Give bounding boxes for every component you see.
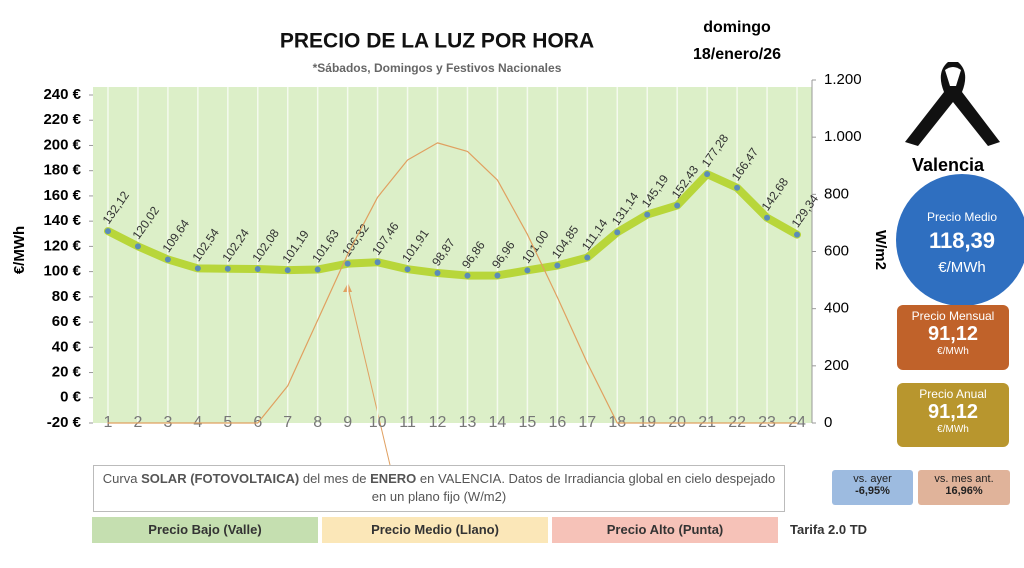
note-text: del mes de (299, 471, 371, 486)
avg-unit: €/MWh (938, 259, 986, 276)
note-text: en VALENCIA. Datos de Irradiancia global… (371, 471, 776, 504)
y2-tick-label: 200 (824, 357, 849, 374)
x-tick-label: 15 (518, 414, 536, 431)
x-tick-label: 7 (283, 414, 292, 431)
chart-subtitle: *Sábados, Domingos y Festivos Nacionales (313, 61, 562, 75)
x-tick-label: 14 (489, 414, 507, 431)
day: domingo (703, 19, 771, 36)
price-line (103, 170, 802, 280)
y2-axis-label: W/m2 (872, 230, 889, 270)
price-point (584, 254, 591, 261)
price-point (404, 266, 411, 273)
price-point (314, 266, 321, 273)
price-point (434, 270, 441, 277)
y-tick-label: 100 € (43, 263, 81, 280)
y-tick-label: 180 € (43, 162, 81, 179)
y-tick-label: 140 € (43, 212, 81, 229)
y-axis-label: €/MWh (11, 226, 28, 274)
legend-mid: Precio Medio (Llano) (322, 517, 548, 543)
price-point (554, 262, 561, 269)
plot-area (93, 87, 812, 423)
tariff: Tarifa 2.0 TD (790, 522, 868, 537)
y2-tick-label: 1.000 (824, 128, 862, 145)
note-bold: SOLAR (FOTOVOLTAICA) (141, 471, 300, 486)
avg-value: 118,39 (928, 228, 996, 253)
y2-tick-label: 0 (824, 414, 832, 431)
y-tick-label: 80 € (52, 288, 82, 305)
y-tick-label: -20 € (47, 414, 82, 431)
note-text: Curva (102, 471, 142, 486)
price-point (704, 171, 711, 178)
monthly-label: Precio Mensual (911, 309, 995, 323)
y-tick-label: 40 € (52, 338, 82, 355)
vs-yesterday-value: -6,95% (855, 485, 890, 497)
y2-tick-label: 800 (824, 185, 849, 202)
vs-yesterday-box: vs. ayer -6,95% (832, 470, 913, 505)
price-point (464, 272, 471, 279)
city: Valencia (912, 155, 985, 175)
monthly-unit: €/MWh (937, 346, 969, 357)
price-point (254, 265, 261, 272)
chart-title: PRECIO DE LA LUZ POR HORA (280, 30, 594, 53)
price-point (764, 214, 771, 221)
vs-month-box: vs. mes ant. 16,96% (918, 470, 1010, 505)
vs-month-label: vs. mes ant. (934, 473, 994, 485)
annual-box: Precio Anual 91,12 €/MWh (897, 383, 1009, 447)
y-tick-label: 120 € (43, 237, 81, 254)
avg-label: Precio Medio (926, 210, 998, 224)
x-tick-label: 17 (578, 414, 596, 431)
x-tick-label: 8 (313, 414, 322, 431)
y-tick-label: 20 € (52, 364, 82, 381)
annual-value: 91,12 (927, 401, 979, 423)
price-point (224, 265, 231, 272)
price-point (734, 184, 741, 191)
solar-note: Curva SOLAR (FOTOVOLTAICA) del mes de EN… (93, 465, 785, 512)
price-point (524, 267, 531, 274)
price-point (794, 231, 801, 238)
price-point (614, 229, 621, 236)
y-tick-label: 60 € (52, 313, 82, 330)
price-point (674, 202, 681, 209)
x-tick-label: 13 (459, 414, 477, 431)
price-point (194, 265, 201, 272)
date: 18/enero/26 (693, 46, 781, 63)
annual-label: Precio Anual (919, 387, 987, 401)
monthly-value: 91,12 (927, 323, 979, 345)
y2-tick-label: 600 (824, 242, 849, 259)
x-tick-label: 11 (399, 414, 416, 431)
price-point (134, 243, 141, 250)
price-point (104, 228, 111, 235)
price-point (344, 260, 351, 267)
legend-low: Precio Bajo (Valle) (92, 517, 318, 543)
vs-month-value: 16,96% (945, 485, 983, 497)
x-tick-label: 12 (429, 414, 447, 431)
price-point (374, 259, 381, 266)
price-point (644, 211, 651, 218)
annual-unit: €/MWh (937, 424, 969, 435)
ribbon-icon (905, 62, 1000, 146)
y-tick-label: 220 € (43, 111, 81, 128)
y2-tick-label: 400 (824, 300, 849, 317)
y-tick-label: 0 € (60, 389, 82, 406)
vs-yesterday-label: vs. ayer (853, 473, 892, 485)
y-tick-label: 160 € (43, 187, 81, 204)
price-point (494, 272, 501, 279)
x-tick-label: 10 (369, 414, 387, 431)
x-tick-label: 9 (343, 414, 352, 431)
annotation-arrow (347, 286, 391, 466)
y-tick-label: 200 € (43, 136, 81, 153)
y-tick-label: 240 € (43, 86, 81, 103)
price-point (284, 267, 291, 274)
monthly-box: Precio Mensual 91,12 €/MWh (897, 305, 1009, 370)
x-tick-label: 16 (548, 414, 566, 431)
legend-high: Precio Alto (Punta) (552, 517, 778, 543)
y2-tick-label: 1.200 (824, 71, 862, 88)
price-point (164, 256, 171, 263)
avg-circle (896, 174, 1024, 306)
solar-line (107, 142, 798, 424)
note-bold: ENERO (370, 471, 417, 486)
